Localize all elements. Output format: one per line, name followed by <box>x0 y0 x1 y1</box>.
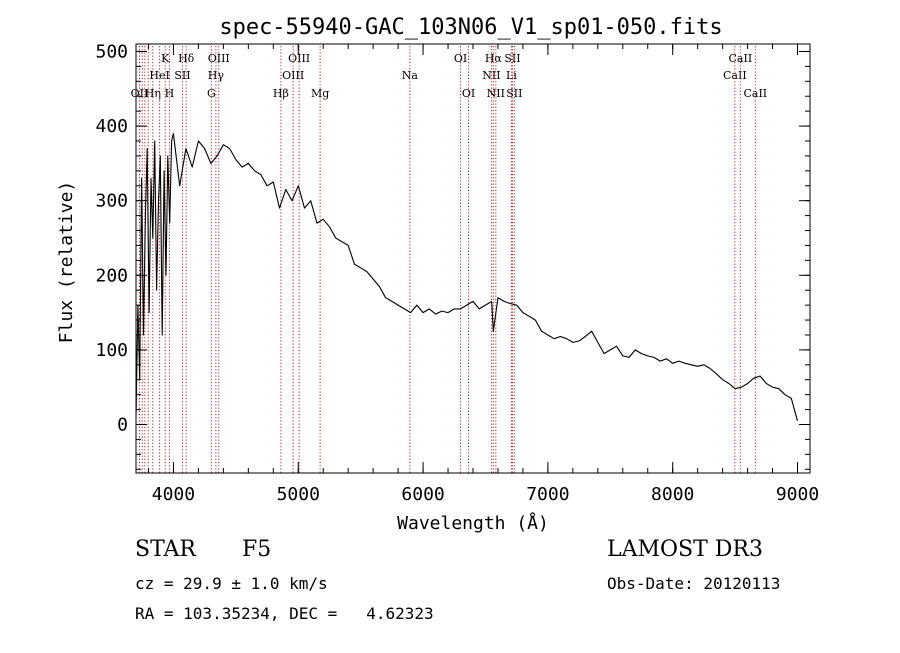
line-marker-label: OI <box>454 52 467 65</box>
x-tick-label: 9000 <box>776 484 819 505</box>
x-tick-label: 7000 <box>526 484 569 505</box>
line-marker-label: CaII <box>743 87 767 100</box>
y-tick-label: 500 <box>95 41 128 62</box>
axis-tick-labels: 4000 5000 6000 7000 8000 9000 0 100 200 300 400 500 <box>95 41 819 505</box>
x-tick-label: 4000 <box>152 484 195 505</box>
line-marker-label: Hα <box>485 52 503 65</box>
redshift-cz: cz = 29.9 ± 1.0 km/s <box>135 574 328 593</box>
line-marker-label: OI <box>462 87 475 100</box>
coordinates: RA = 103.35234, DEC = 4.62323 <box>135 604 434 623</box>
object-subclass: F5 <box>242 537 272 562</box>
axis-ticks <box>136 44 810 473</box>
survey-name: LAMOST DR3 <box>607 537 763 562</box>
line-marker-label: NII <box>482 69 500 82</box>
line-marker-label: OIII <box>282 69 304 82</box>
y-tick-label: 0 <box>117 415 128 436</box>
y-tick-label: 200 <box>95 265 128 286</box>
line-marker-label: CaII <box>729 52 753 65</box>
line-marker-label: OIII <box>208 52 230 65</box>
line-marker-label: CaII <box>723 69 747 82</box>
line-marker-label: HeI <box>149 69 169 82</box>
line-marker-label: OII <box>131 87 149 100</box>
line-marker-label: Hβ <box>273 87 289 100</box>
line-marker-label: Hγ <box>208 69 225 82</box>
line-marker-label: K <box>161 52 170 65</box>
line-marker-label: Hδ <box>178 52 195 65</box>
y-tick-label: 300 <box>95 191 128 212</box>
plot-frame <box>135 43 811 474</box>
line-marker-label: SII <box>174 69 190 82</box>
x-tick-label: 8000 <box>651 484 694 505</box>
spectrum-line <box>135 132 799 421</box>
line-marker-label: Na <box>402 69 419 82</box>
x-tick-label: 5000 <box>277 484 320 505</box>
object-class: STAR <box>135 537 196 562</box>
x-axis-label: Wavelength (Å) <box>397 512 549 534</box>
chart-title: spec-55940-GAC_103N06_V1_sp01-050.fits <box>219 15 722 40</box>
line-marker-label: Mg <box>311 87 329 100</box>
line-marker-label: SII <box>506 87 522 100</box>
observation-date: Obs-Date: 20120113 <box>607 574 781 593</box>
line-marker-label: Hη <box>145 87 161 100</box>
line-marker-label: Li <box>506 69 517 82</box>
line-marker-label: OIII <box>288 52 310 65</box>
line-marker-label: NII <box>487 87 505 100</box>
line-marker-label: SII <box>504 52 520 65</box>
series-group <box>135 132 799 421</box>
y-tick-label: 400 <box>95 116 128 137</box>
x-tick-label: 6000 <box>401 484 444 505</box>
y-tick-label: 100 <box>95 340 128 361</box>
line-marker-label: G <box>207 87 216 100</box>
y-axis-label: Flux (relative) <box>56 181 77 344</box>
line-marker-label: H <box>165 87 175 100</box>
